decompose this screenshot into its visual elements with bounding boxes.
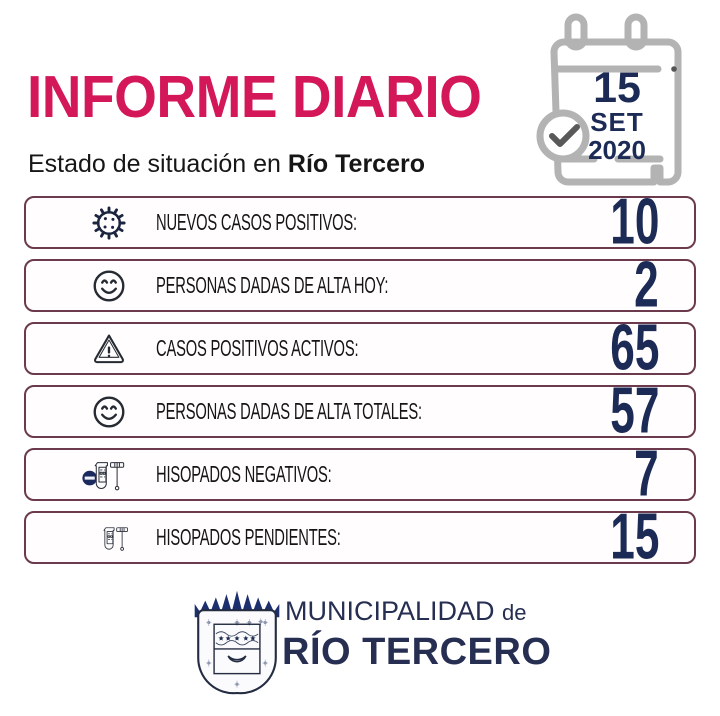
svg-text:SET: SET <box>590 107 644 137</box>
svg-text:2020: 2020 <box>588 135 646 165</box>
svg-text:15: 15 <box>593 64 641 112</box>
